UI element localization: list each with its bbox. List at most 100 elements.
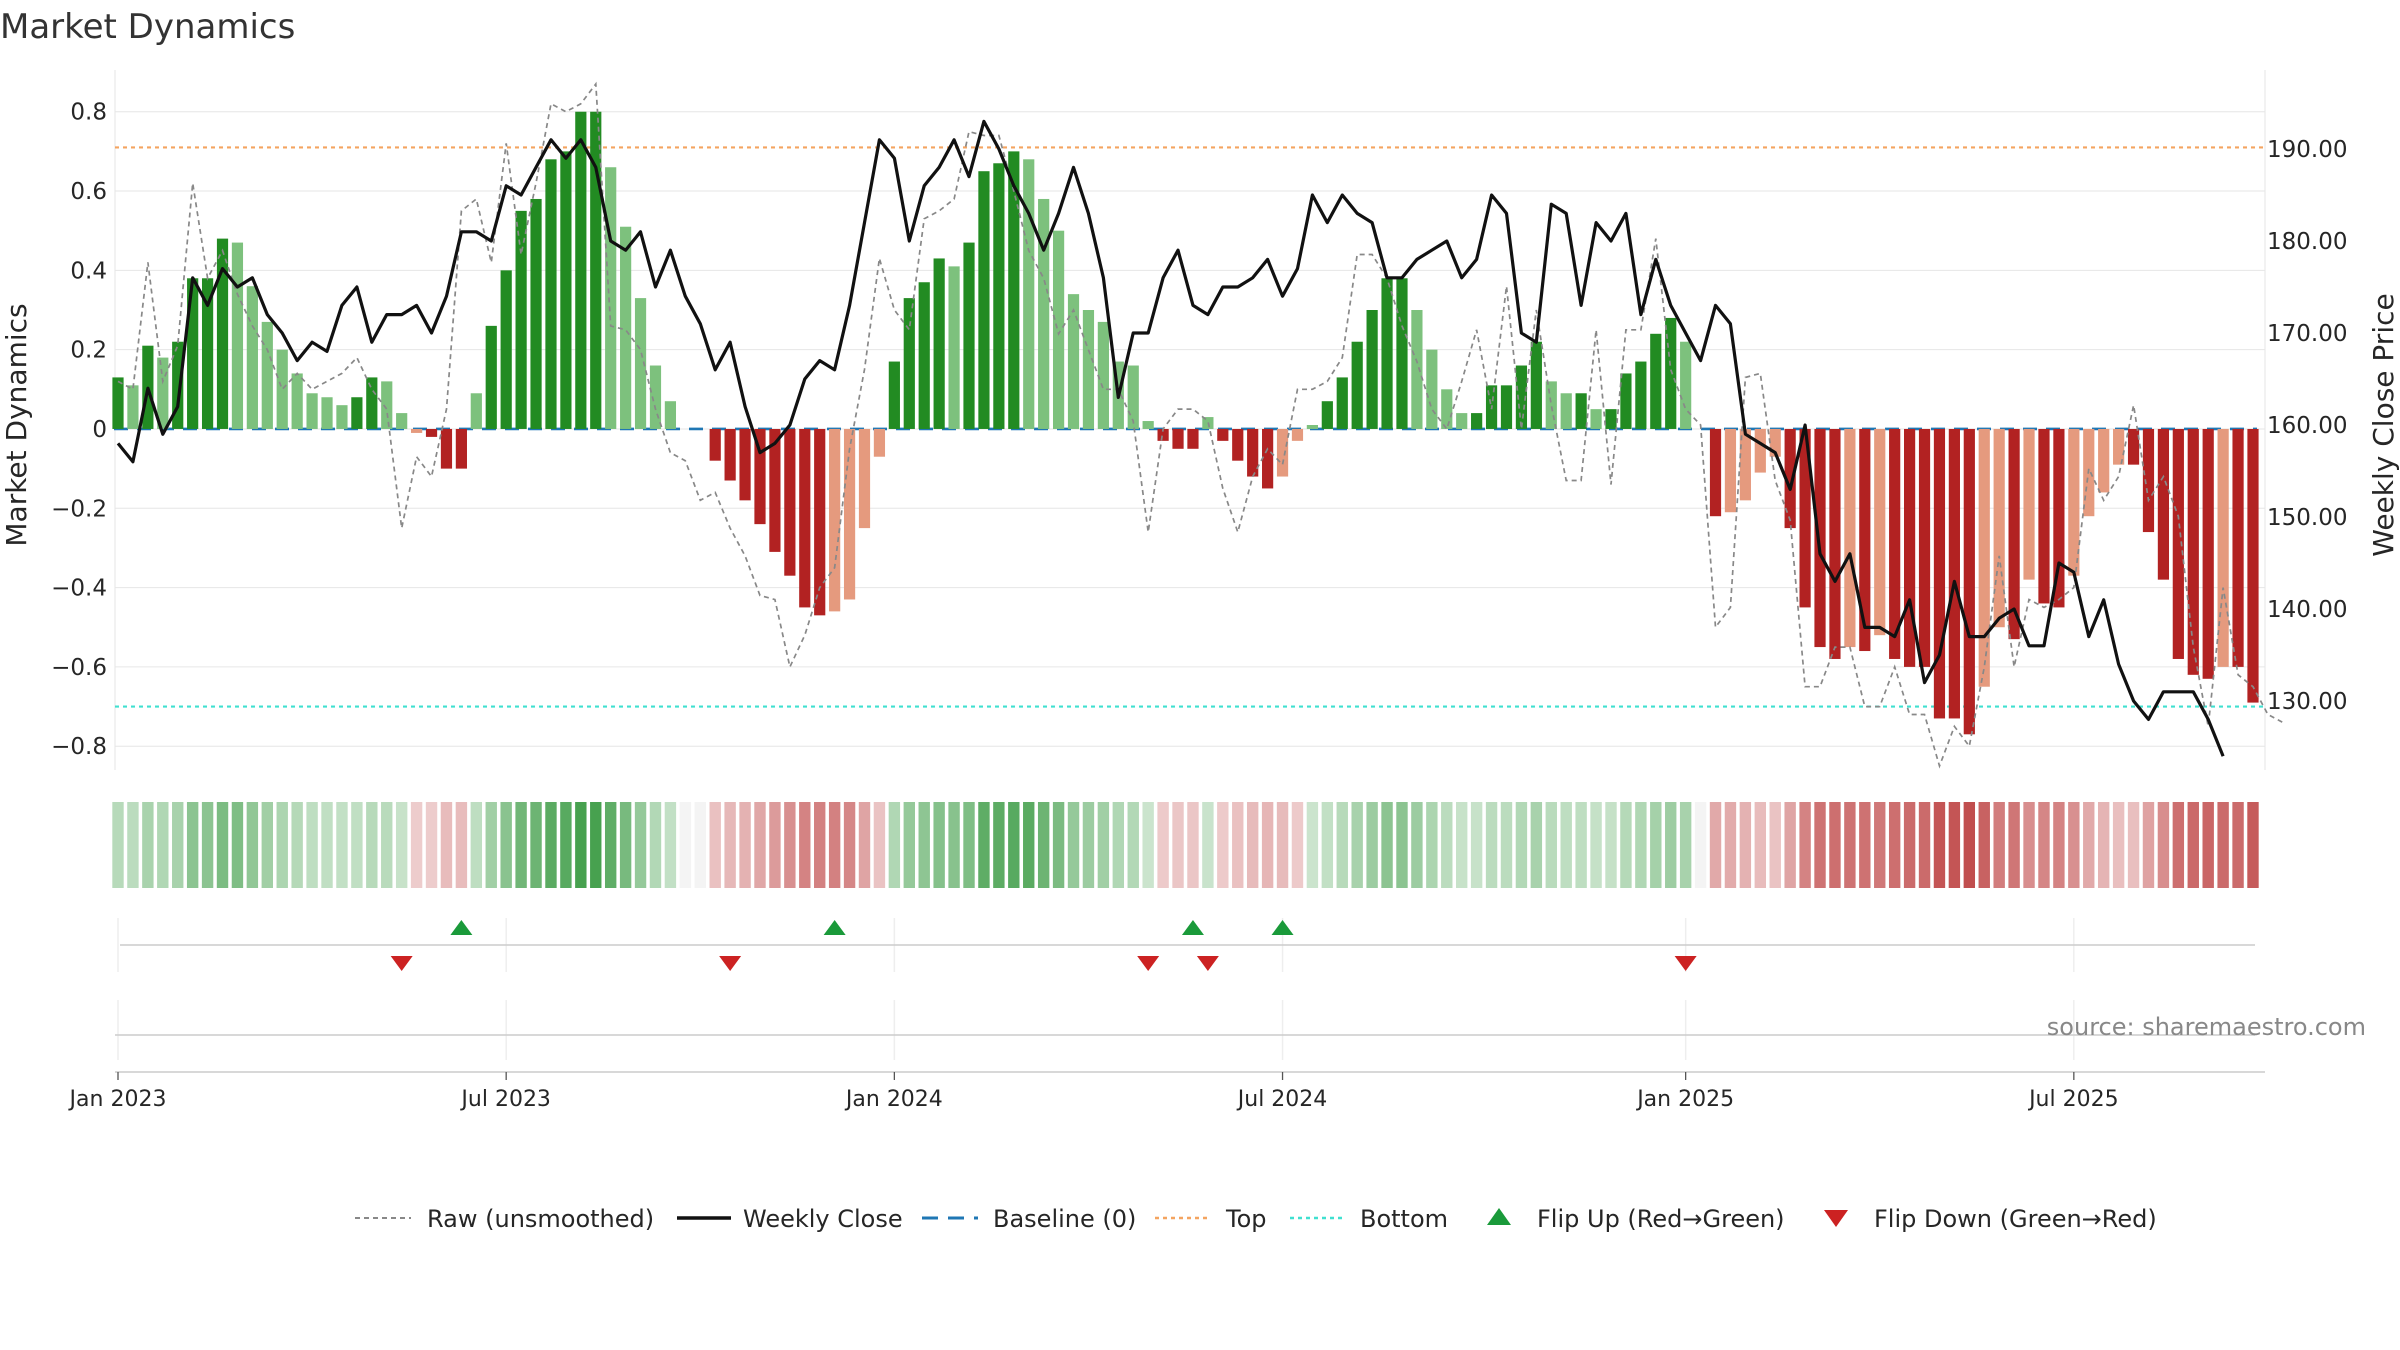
legend-item-flip_down: Flip Down (Green→Red) [1824,1205,2157,1233]
flip-up-marker [450,920,473,935]
heat-cell [1963,802,1976,888]
dynamics-bar [2008,428,2020,640]
heat-cell [1709,802,1722,888]
heat-cell [828,802,841,888]
heat-cell [1082,802,1095,888]
heat-cell [1321,802,1334,888]
dynamics-bar [1217,428,1229,441]
heat-cell [440,802,453,888]
heat-cell [694,802,706,888]
right-tick-label: 180.00 [2267,229,2347,255]
heat-cell [963,802,975,888]
dynamics-bar [1276,428,1289,477]
heat-cell [172,802,184,888]
dynamics-bar [1441,389,1453,429]
heat-cell [1605,802,1617,888]
dynamics-bar [1008,151,1020,429]
dynamics-bar [1590,409,1602,429]
heat-cell [1246,802,1259,888]
dynamics-bar [1665,317,1677,429]
heat-cell [336,802,348,888]
heat-cell [1844,802,1856,888]
dynamics-bar [157,357,169,429]
dynamics-bar [1172,428,1184,449]
dynamics-bar [1157,428,1169,441]
dynamics-bar [216,238,229,429]
flip-down-marker [719,956,742,971]
dynamics-bars [112,111,2259,735]
dynamics-bar [1456,413,1468,429]
dynamics-bar [1889,428,1901,659]
heat-cell [127,802,139,888]
heat-cell [1485,802,1498,888]
heat-cell [560,802,572,888]
dynamics-bar [1530,341,1542,429]
dynamics-bar [411,428,423,433]
dynamics-bar [1963,428,1975,735]
heat-cell [1008,802,1020,888]
heat-cell [1351,802,1363,888]
dynamics-bar [2232,428,2244,667]
heat-cell [1381,802,1393,888]
dynamics-bar [2217,428,2229,667]
dynamics-bar [1904,428,1916,667]
legend-label: Flip Down (Green→Red) [1874,1205,2157,1233]
heat-cell [142,802,154,888]
heat-cell [2038,802,2050,888]
dynamics-bar [1426,349,1438,429]
source-note: source: sharemaestro.com [2047,1013,2366,1041]
heat-cell [1097,802,1110,888]
dynamics-bar [888,361,900,429]
flip-up-marker [823,920,846,935]
heat-cell [1306,802,1319,888]
heat-cell [1650,802,1662,888]
heat-cell [500,802,512,888]
dynamics-bar [1142,421,1154,429]
dynamics-bar [1993,428,2005,628]
heat-cell [2232,802,2244,888]
dynamics-bar [425,428,438,437]
heat-cell [1291,802,1304,888]
dynamics-bar [1082,310,1095,429]
dynamics-bar [1321,401,1333,429]
legend: Raw (unsmoothed) Weekly Close Baseline (0)… [355,1205,2157,1233]
raw-line [117,81,2284,769]
heat-cell [1948,802,1961,888]
legend-label: Bottom [1360,1205,1448,1233]
heat-cell [291,802,303,888]
dynamics-bar [1605,409,1617,429]
dynamics-bar [649,365,662,429]
heat-cell [1859,802,1871,888]
heat-cell [709,802,721,888]
heat-cell [933,802,945,888]
heat-cell [1620,802,1632,888]
heat-cell [1112,802,1125,888]
dynamics-bar [1560,393,1572,429]
heat-cell [604,802,617,888]
dynamics-bar [1635,361,1647,429]
dynamics-bar [112,377,124,429]
dynamics-bar [739,428,751,501]
dynamics-bar [784,428,796,576]
legend-item-baseline: Baseline (0) [922,1205,1136,1233]
heat-cell [395,802,408,888]
dynamics-bar [1187,428,1199,449]
dynamics-bar [1874,428,1886,636]
dynamics-bar [366,377,378,429]
heat-cell [2142,802,2155,888]
dynamics-bar [336,405,348,429]
dynamics-bar [2127,428,2140,465]
dynamics-bar [1799,428,1811,608]
heat-cell [1396,802,1408,888]
dynamics-bar [2098,428,2110,493]
dynamics-bar [873,428,886,457]
heat-cell [186,802,199,888]
heat-cell [1829,802,1841,888]
heat-cell [784,802,796,888]
heat-cell [1441,802,1453,888]
heat-cell [1500,802,1513,888]
dynamics-bar [829,428,841,612]
heat-cell [321,802,333,888]
right-tick-label: 160.00 [2267,413,2347,439]
heat-cell [1187,802,1199,888]
